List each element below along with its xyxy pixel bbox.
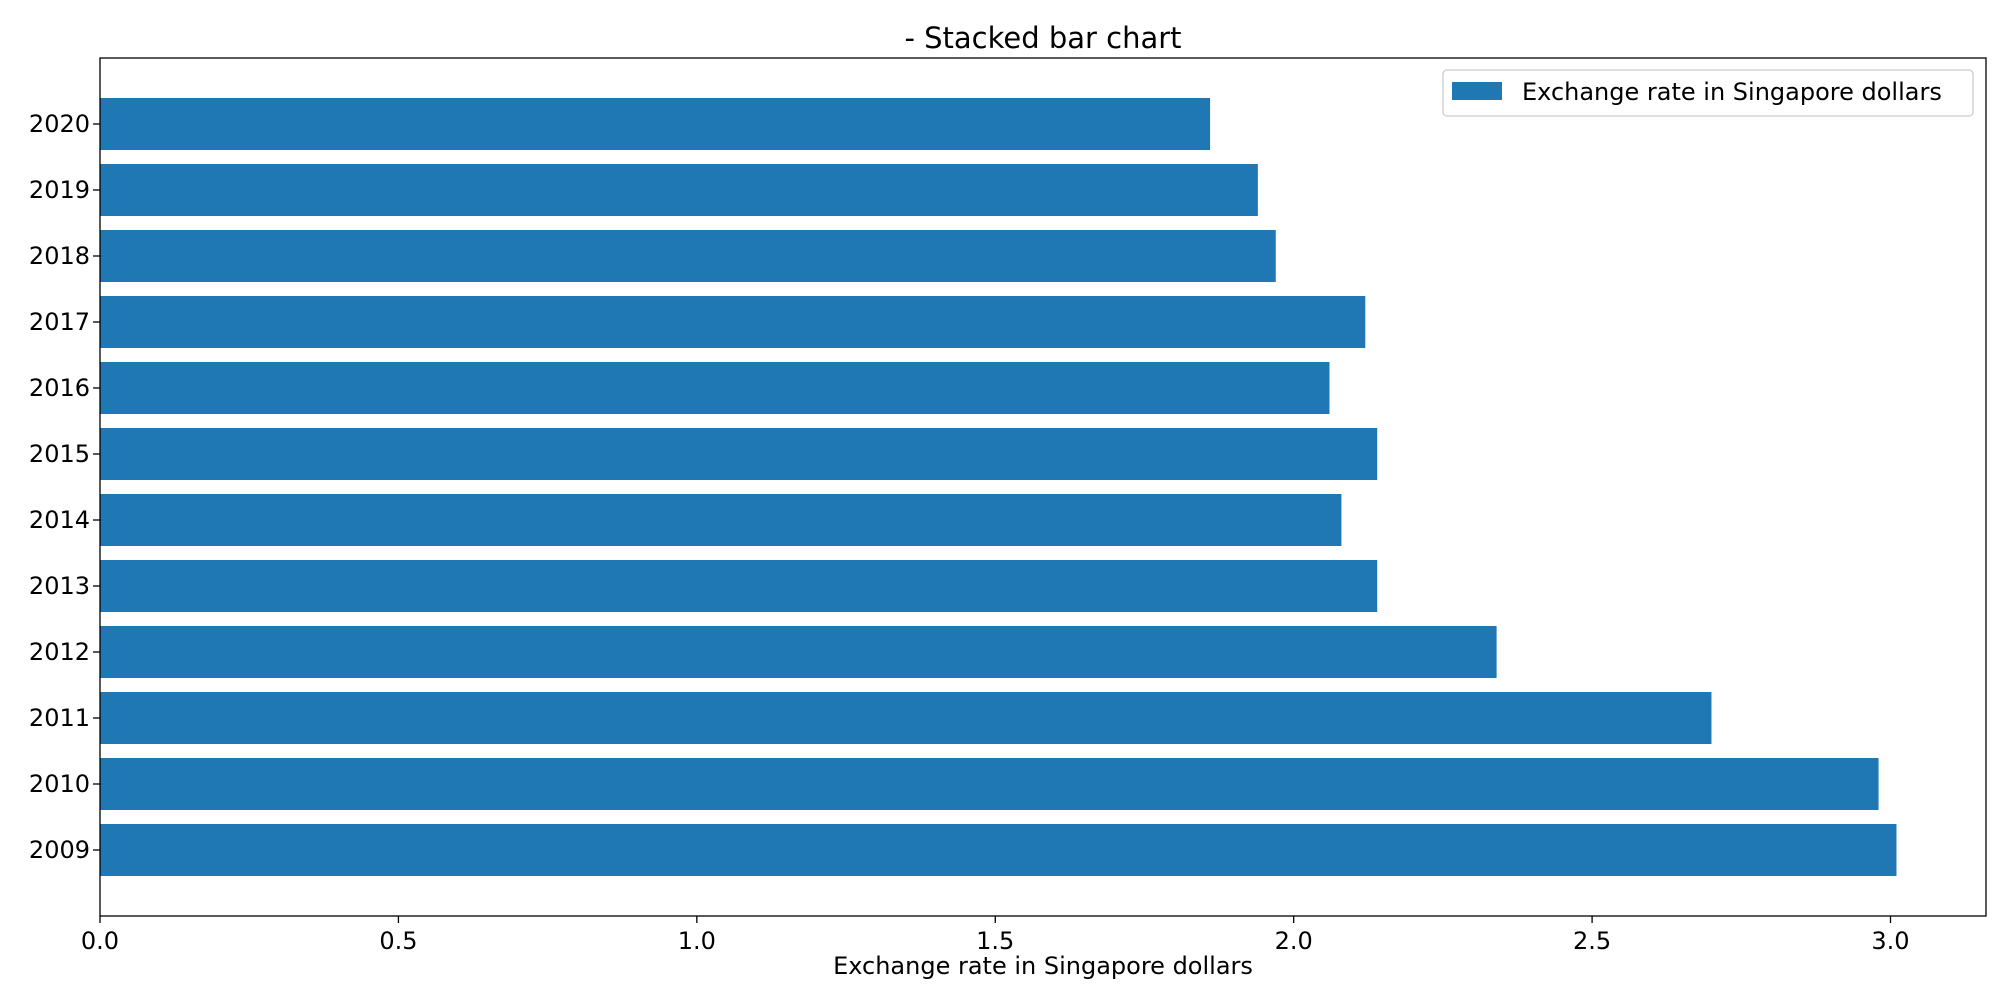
bar	[100, 824, 1897, 876]
x-axis-label: Exchange rate in Singapore dollars	[833, 952, 1253, 980]
y-tick-label: 2009	[29, 836, 90, 864]
y-tick-label: 2018	[29, 242, 90, 270]
bar	[100, 230, 1276, 282]
y-tick-label: 2013	[29, 572, 90, 600]
legend: Exchange rate in Singapore dollars	[1442, 69, 1974, 117]
x-tick-label: 1.0	[678, 927, 716, 955]
bar	[100, 626, 1497, 678]
bar	[100, 758, 1879, 810]
y-tick-label: 2017	[29, 308, 90, 336]
y-tick-label: 2012	[29, 638, 90, 666]
y-tick-label: 2015	[29, 440, 90, 468]
x-tick-label: 3.0	[1871, 927, 1909, 955]
legend-label: Exchange rate in Singapore dollars	[1522, 78, 1942, 106]
y-axis: 2009 2010 2011 2012 2013 2014 2015 2016 2017 2018…	[29, 110, 100, 864]
legend-swatch	[1452, 82, 1502, 100]
chart-title: - Stacked bar chart	[904, 21, 1181, 55]
x-axis: 0.0 0.5 1.0 1.5 2.0 2.5 3.0	[81, 916, 1910, 955]
x-tick-label: 2.5	[1573, 927, 1611, 955]
bar	[100, 296, 1366, 348]
y-tick-label: 2019	[29, 176, 90, 204]
y-tick-label: 2020	[29, 110, 90, 138]
bar	[100, 560, 1378, 612]
y-tick-label: 2016	[29, 374, 90, 402]
y-tick-label: 2014	[29, 506, 90, 534]
x-tick-label: 1.5	[976, 927, 1014, 955]
y-tick-label: 2011	[29, 704, 90, 732]
legend-frame	[1442, 69, 1974, 117]
bar	[100, 98, 1211, 150]
x-tick-label: 0.0	[81, 927, 119, 955]
x-tick-label: 0.5	[379, 927, 417, 955]
plot-frame	[99, 57, 1987, 917]
bar	[100, 494, 1342, 546]
bars-layer	[100, 98, 1897, 876]
y-tick-label: 2010	[29, 770, 90, 798]
bar	[100, 428, 1378, 480]
x-tick-label: 2.0	[1275, 927, 1313, 955]
bar	[100, 164, 1258, 216]
bar	[100, 692, 1712, 744]
bar	[100, 362, 1330, 414]
